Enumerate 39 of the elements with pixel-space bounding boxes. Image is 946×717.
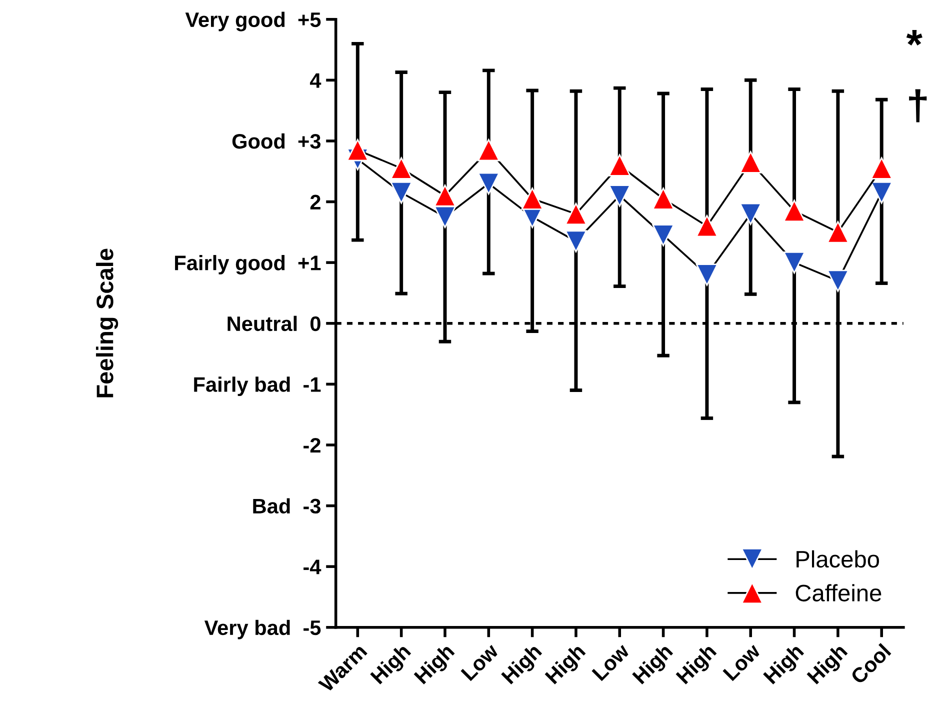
point [564,230,588,252]
point [696,264,718,286]
y-axis-title: Feeling Scale [96,248,118,398]
y-tick-label: Very bad -5 [204,620,321,640]
y-tick-label: -4 [304,560,322,574]
text: † [909,89,927,122]
point [652,224,674,246]
point [434,206,456,228]
y-tick-label: Bad -3 [253,498,320,514]
point [564,202,588,226]
y-tick-label: Very good +5 [185,12,321,32]
y-tick-label: 2 [310,194,320,210]
point [696,214,718,238]
y-tick-label: Fairly good +1 [175,255,321,275]
y-tick-label: 4 [310,73,322,88]
point [521,188,544,210]
legend-label: Caffeine [796,584,882,602]
text: * [906,30,922,46]
point [783,200,806,222]
y-tick-label: Neutral 0 [228,316,320,332]
y-tick-label: Fairly bad -1 [194,376,321,396]
point [390,157,412,180]
point [346,138,369,162]
point [826,270,850,292]
point [390,182,412,204]
point [783,251,806,274]
point [740,151,762,174]
point [870,157,893,180]
point [826,221,850,244]
point [434,184,456,207]
y-tick-label: -2 [304,438,320,453]
point [478,138,500,162]
point [740,202,762,226]
point [608,154,631,176]
point [478,172,500,195]
legend-label: Placebo [796,550,879,568]
y-tick-label: Good +3 [232,133,320,149]
point [608,184,631,207]
point [652,188,674,210]
